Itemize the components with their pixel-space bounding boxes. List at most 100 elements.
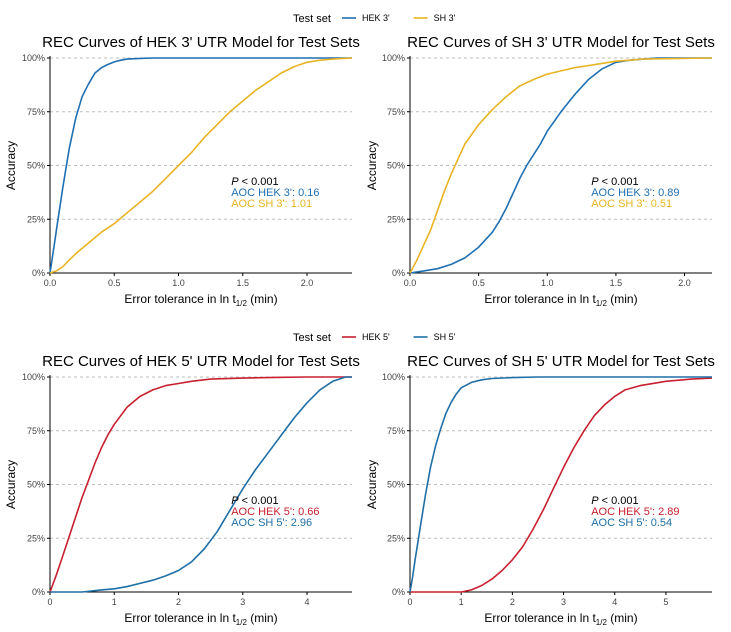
annotation: AOC SH 5': 0.54 [591,517,672,529]
x-tick-label: 1.5 [610,278,623,288]
x-tick-label: 5 [663,597,668,607]
legend-bottom: Test set HEK 5' SH 5' [293,332,456,344]
y-tick-label: 75% [27,107,45,117]
annotation-italic: P [231,495,239,507]
y-axis-label: Accuracy [4,460,18,509]
annotation: AOC SH 3': 1.01 [231,198,312,210]
series-line-sh3 [409,57,713,274]
x-axis-label-unit: (min) [247,611,278,625]
y-tick-label: 0% [32,587,45,597]
x-tick-label: 0.5 [472,278,485,288]
x-tick-label: 1 [112,597,117,607]
y-tick-label: 75% [387,426,405,436]
x-tick-label: 1.5 [237,278,250,288]
annotation: P < 0.001 [591,495,638,507]
annotation: AOC SH 3': 0.51 [591,198,672,210]
legend-title: Test set [293,13,331,25]
x-axis-label: Error tolerance in ln t1/2 (min) [484,611,637,627]
annotation: P < 0.001 [231,176,278,188]
x-axis-label-main: Error tolerance in ln t [124,292,236,306]
y-tick-label: 0% [32,268,45,278]
x-tick-label: 2.0 [678,278,691,288]
chart-panel-3: REC Curves of HEK 5' UTR Model for Test … [4,353,360,627]
x-tick-label: 4 [612,597,617,607]
legend-top: Test set HEK 3' SH 3' [293,13,456,25]
x-axis-label: Error tolerance in ln t1/2 (min) [124,611,277,627]
annotation: AOC HEK 5': 2.89 [591,506,679,518]
chart-panel-2: REC Curves of SH 3' UTR Model for Test S… [365,34,715,308]
y-tick-label: 100% [382,372,405,382]
x-tick-label: 4 [305,597,310,607]
series-line-sh3 [49,57,353,274]
x-axis-label-unit: (min) [607,611,638,625]
annotation-text: AOC SH 5': 2.96 [231,517,312,529]
series-line-sh5 [50,376,352,593]
x-tick-label: 3 [561,597,566,607]
x-tick-label: 2 [510,597,515,607]
x-axis-label-sub: 1/2 [596,299,608,308]
y-tick-label: 75% [27,426,45,436]
annotation-italic: P [591,176,599,188]
annotation-italic: P [231,176,239,188]
series-line-sh5 [409,376,712,593]
y-axis-label: Accuracy [4,141,18,190]
annotation: AOC HEK 3': 0.89 [591,187,679,199]
x-tick-label: 0.0 [44,278,57,288]
y-tick-label: 50% [27,480,45,490]
x-tick-label: 2.0 [301,278,314,288]
annotation-text: AOC HEK 3': 0.89 [591,187,679,199]
y-axis-label: Accuracy [365,460,379,509]
annotation-text: AOC SH 3': 0.51 [591,198,672,210]
chart-panel-4: REC Curves of SH 5' UTR Model for Test S… [365,353,715,627]
y-tick-label: 0% [392,587,405,597]
y-axis-label: Accuracy [365,141,379,190]
annotation: P < 0.001 [231,495,278,507]
annotation: P < 0.001 [591,176,638,188]
y-tick-label: 100% [22,53,45,63]
x-axis-label-main: Error tolerance in ln t [124,611,236,625]
chart-title: REC Curves of SH 3' UTR Model for Test S… [407,34,715,51]
x-axis-label: Error tolerance in ln t1/2 (min) [124,292,277,308]
series-line-hek3 [49,57,352,274]
y-tick-label: 100% [382,53,405,63]
x-tick-label: 0 [407,597,412,607]
legend-label-hek5: HEK 5' [362,332,390,342]
x-tick-label: 3 [240,597,245,607]
x-axis-label-unit: (min) [247,292,278,306]
annotation-text: < 0.001 [239,495,279,507]
annotation-text: AOC HEK 5': 0.66 [231,506,319,518]
chart-panel-1: REC Curves of HEK 3' UTR Model for Test … [4,34,360,308]
y-tick-label: 25% [387,533,405,543]
y-tick-label: 50% [387,480,405,490]
annotation: AOC HEK 5': 0.66 [231,506,319,518]
chart-title: REC Curves of HEK 5' UTR Model for Test … [42,353,360,370]
x-tick-label: 1.0 [172,278,185,288]
series-line-hek5 [410,377,713,593]
x-axis-label-unit: (min) [607,292,638,306]
legend-label-sh3: SH 3' [434,13,456,23]
x-tick-label: 2 [176,597,181,607]
annotation-text: AOC HEK 3': 0.16 [231,187,319,199]
x-axis-label: Error tolerance in ln t1/2 (min) [484,292,637,308]
annotation-text: < 0.001 [599,176,639,188]
annotation-text: < 0.001 [239,176,279,188]
x-tick-label: 1.0 [541,278,554,288]
annotation: AOC SH 5': 2.96 [231,517,312,529]
x-axis-label-sub: 1/2 [596,618,608,627]
annotation-text: AOC SH 3': 1.01 [231,198,312,210]
series-line-hek5 [49,376,352,593]
y-tick-label: 75% [387,107,405,117]
annotation-text: AOC HEK 5': 2.89 [591,506,679,518]
chart-title: REC Curves of SH 5' UTR Model for Test S… [407,353,715,370]
y-tick-label: 25% [27,533,45,543]
x-tick-label: 1 [459,597,464,607]
x-axis-label-main: Error tolerance in ln t [484,292,596,306]
legend-title: Test set [293,332,331,344]
x-tick-label: 0.0 [404,278,417,288]
y-tick-label: 0% [392,268,405,278]
annotation-text: AOC SH 5': 0.54 [591,517,672,529]
y-tick-label: 50% [27,161,45,171]
x-axis-label-main: Error tolerance in ln t [484,611,596,625]
y-tick-label: 50% [387,161,405,171]
